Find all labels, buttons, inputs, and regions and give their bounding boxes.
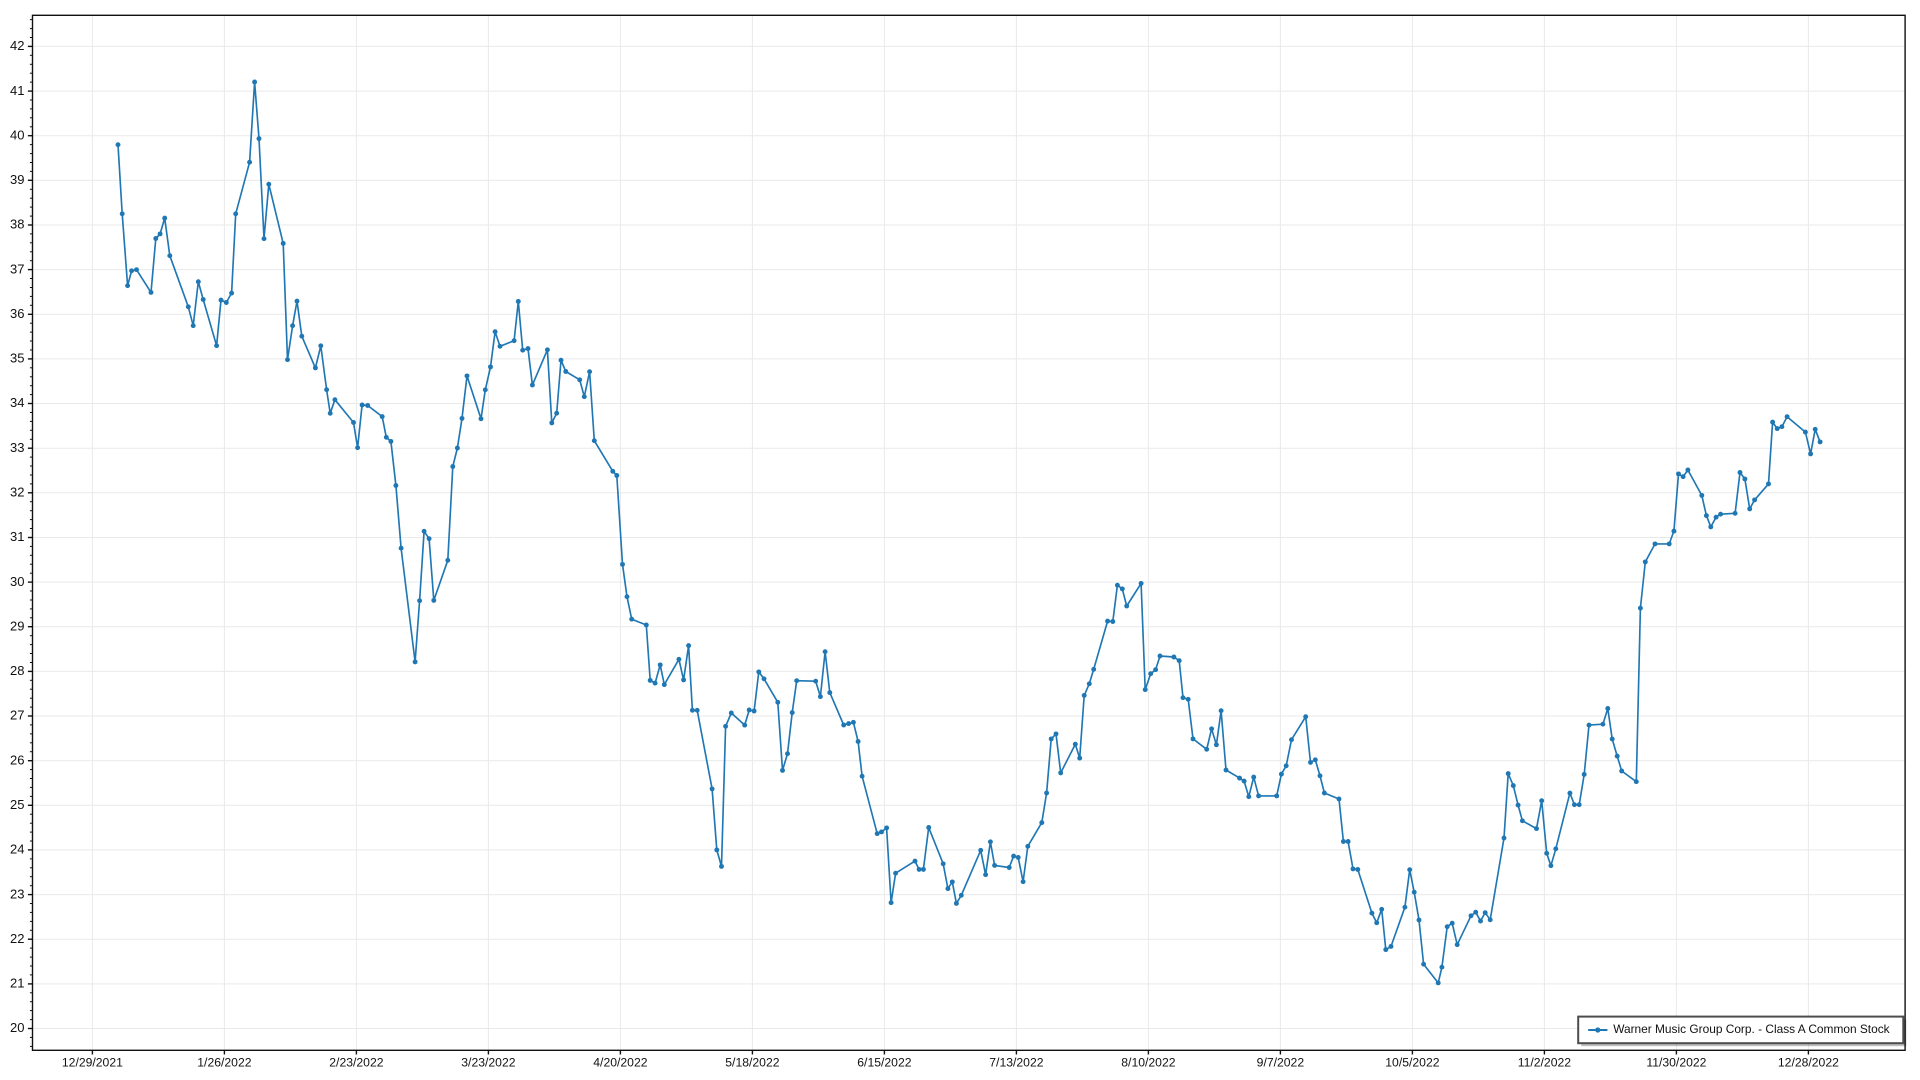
svg-text:4/20/2022: 4/20/2022: [593, 1056, 647, 1070]
svg-text:22: 22: [10, 931, 24, 946]
svg-text:2/23/2022: 2/23/2022: [329, 1056, 383, 1070]
svg-text:28: 28: [10, 663, 24, 678]
svg-text:10/5/2022: 10/5/2022: [1385, 1056, 1439, 1070]
svg-text:37: 37: [10, 261, 24, 276]
svg-text:25: 25: [10, 797, 24, 812]
svg-text:30: 30: [10, 574, 24, 589]
svg-text:1/26/2022: 1/26/2022: [197, 1056, 251, 1070]
svg-text:12/29/2021: 12/29/2021: [62, 1056, 123, 1070]
svg-text:11/30/2022: 11/30/2022: [1646, 1056, 1706, 1070]
svg-text:3/23/2022: 3/23/2022: [461, 1056, 515, 1070]
svg-text:41: 41: [10, 83, 24, 98]
svg-text:40: 40: [10, 127, 24, 142]
svg-text:11/2/2022: 11/2/2022: [1518, 1056, 1572, 1070]
svg-text:21: 21: [10, 976, 24, 991]
svg-text:35: 35: [10, 351, 24, 366]
svg-text:8/10/2022: 8/10/2022: [1121, 1056, 1175, 1070]
svg-text:12/28/2022: 12/28/2022: [1778, 1056, 1839, 1070]
svg-text:7/13/2022: 7/13/2022: [989, 1056, 1043, 1070]
svg-text:36: 36: [10, 306, 24, 321]
svg-text:24: 24: [10, 842, 24, 857]
svg-text:39: 39: [10, 172, 24, 187]
svg-text:29: 29: [10, 618, 24, 633]
svg-text:42: 42: [10, 38, 24, 53]
svg-text:5/18/2022: 5/18/2022: [725, 1056, 779, 1070]
svg-text:26: 26: [10, 752, 24, 767]
svg-text:32: 32: [10, 485, 24, 500]
svg-text:Warner Music Group Corp. - Cla: Warner Music Group Corp. - Class A Commo…: [1613, 1022, 1889, 1036]
svg-text:31: 31: [10, 529, 24, 544]
svg-text:6/15/2022: 6/15/2022: [857, 1056, 911, 1070]
svg-text:20: 20: [10, 1020, 24, 1035]
svg-text:33: 33: [10, 440, 24, 455]
svg-text:38: 38: [10, 217, 24, 232]
svg-text:23: 23: [10, 886, 24, 901]
svg-text:34: 34: [10, 395, 24, 410]
svg-text:27: 27: [10, 708, 24, 723]
svg-text:9/7/2022: 9/7/2022: [1257, 1056, 1305, 1070]
